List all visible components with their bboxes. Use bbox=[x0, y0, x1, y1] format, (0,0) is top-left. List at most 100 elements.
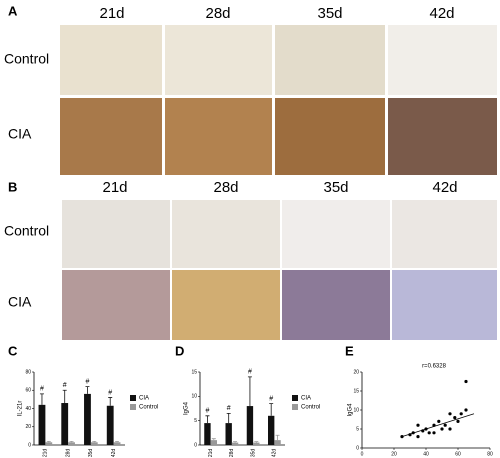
error-bar bbox=[226, 412, 231, 424]
y-tick-label: 0 bbox=[28, 442, 31, 448]
micrograph bbox=[275, 25, 385, 95]
significance-mark: # bbox=[63, 382, 67, 389]
panel-label: D bbox=[175, 343, 184, 358]
x-tick-label: 35d bbox=[88, 449, 94, 458]
point bbox=[448, 427, 452, 431]
y-tick-label: 10 bbox=[191, 394, 197, 400]
error-bar bbox=[269, 403, 274, 416]
error-bar bbox=[92, 440, 97, 443]
micrograph bbox=[392, 270, 497, 340]
row-label: Control bbox=[4, 51, 49, 67]
bar bbox=[274, 440, 281, 445]
error-bar bbox=[205, 415, 210, 424]
bar bbox=[225, 423, 232, 445]
legend-swatch bbox=[130, 395, 136, 401]
bar bbox=[38, 404, 46, 445]
error-bar bbox=[69, 440, 74, 443]
point bbox=[459, 412, 463, 416]
column-header: 35d bbox=[317, 5, 342, 22]
panel-label: A bbox=[8, 3, 18, 18]
y-axis-label: IL-21r bbox=[18, 401, 24, 417]
point bbox=[443, 423, 447, 427]
point bbox=[416, 435, 420, 439]
micrograph bbox=[172, 270, 280, 340]
column-header: 35d bbox=[323, 179, 348, 196]
y-tick-label: 40 bbox=[25, 406, 31, 412]
micrograph-grid bbox=[60, 25, 497, 175]
y-tick-label: 15 bbox=[191, 369, 197, 375]
y-tick-label: 0 bbox=[356, 445, 359, 451]
point bbox=[453, 416, 457, 420]
y-axis-label: IgG4 bbox=[184, 401, 190, 415]
panel-label: B bbox=[8, 179, 17, 194]
legend-label: CIA bbox=[301, 396, 311, 402]
column-header: 42d bbox=[432, 179, 457, 196]
legend-swatch bbox=[130, 404, 136, 410]
significance-mark: # bbox=[86, 378, 90, 385]
point bbox=[448, 412, 452, 416]
bar bbox=[246, 406, 254, 445]
micrograph bbox=[62, 200, 170, 268]
column-header: 42d bbox=[429, 5, 454, 22]
point bbox=[432, 431, 436, 435]
bar bbox=[113, 442, 121, 445]
x-tick-label: 60 bbox=[455, 451, 461, 457]
fit-line bbox=[401, 413, 475, 437]
y-tick-label: 20 bbox=[25, 424, 31, 430]
x-tick-label: 80 bbox=[487, 451, 493, 457]
bar bbox=[253, 442, 260, 445]
x-tick-label: 21d bbox=[43, 449, 49, 458]
bar bbox=[268, 415, 275, 445]
y-tick-label: 5 bbox=[194, 418, 197, 424]
point bbox=[456, 419, 460, 423]
legend-swatch bbox=[292, 404, 298, 410]
panel-label: E bbox=[345, 343, 354, 358]
y-tick-label: 0 bbox=[194, 442, 197, 448]
row-label: CIA bbox=[8, 126, 32, 142]
y-axis-label: IgG4 bbox=[348, 403, 354, 417]
annotation: r=0.6328 bbox=[422, 364, 447, 370]
y-tick-label: 80 bbox=[25, 369, 31, 375]
error-bar bbox=[39, 393, 44, 405]
legend-label: Control bbox=[301, 405, 320, 411]
column-header: 28d bbox=[213, 179, 238, 196]
error-bar bbox=[233, 441, 238, 443]
y-tick-label: 5 bbox=[356, 426, 359, 432]
legend-label: CIA bbox=[139, 396, 149, 402]
error-bar bbox=[275, 434, 280, 441]
panel-label: C bbox=[8, 343, 18, 358]
significance-mark: # bbox=[40, 386, 44, 393]
bar bbox=[45, 442, 53, 445]
row-label: CIA bbox=[8, 294, 32, 310]
micrograph bbox=[282, 200, 390, 268]
bar bbox=[68, 442, 75, 445]
error-bar bbox=[211, 438, 216, 441]
y-tick-label: 10 bbox=[353, 407, 359, 413]
y-tick-label: 15 bbox=[353, 388, 359, 394]
x-tick-label: 42d bbox=[111, 449, 117, 458]
error-bar bbox=[254, 441, 259, 443]
column-header: 21d bbox=[99, 5, 124, 22]
significance-mark: # bbox=[227, 405, 231, 412]
error-bar bbox=[247, 376, 252, 407]
bar bbox=[84, 393, 91, 445]
error-bar bbox=[62, 389, 67, 404]
bar bbox=[210, 440, 217, 445]
legend-label: Control bbox=[139, 405, 158, 411]
point bbox=[464, 379, 468, 384]
micrograph bbox=[392, 200, 497, 268]
micrograph bbox=[60, 25, 162, 95]
row-label: Control bbox=[4, 223, 49, 239]
micrograph bbox=[275, 98, 385, 175]
significance-mark: # bbox=[269, 395, 273, 402]
error-bar bbox=[85, 386, 90, 394]
error-bar bbox=[115, 440, 120, 443]
column-header: 28d bbox=[205, 5, 230, 22]
error-bar bbox=[46, 440, 51, 443]
y-tick-label: 20 bbox=[353, 369, 359, 375]
significance-mark: # bbox=[248, 369, 252, 376]
point bbox=[464, 408, 468, 412]
point bbox=[416, 423, 420, 427]
x-tick-label: 28d bbox=[65, 449, 71, 458]
micrograph bbox=[62, 270, 170, 340]
